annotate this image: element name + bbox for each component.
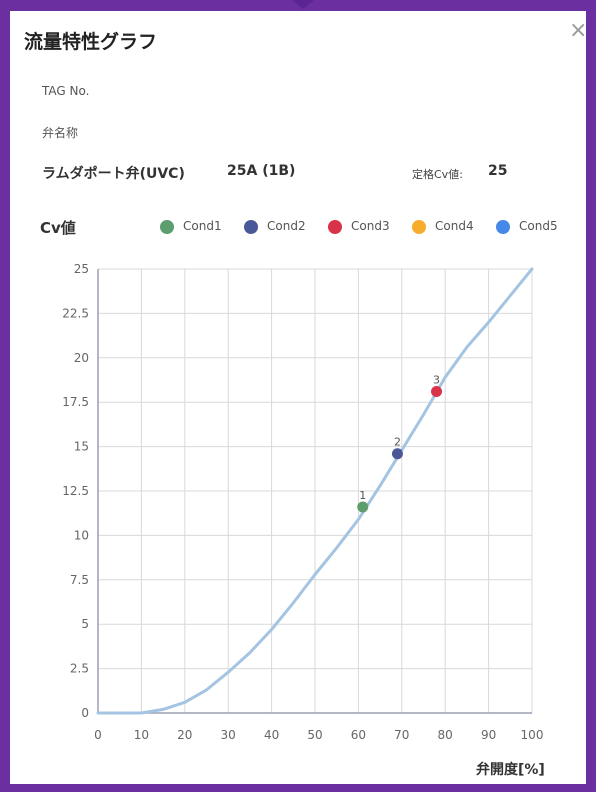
y-tick-label: 17.5 <box>62 395 89 409</box>
y-tick-label: 22.5 <box>62 306 89 320</box>
legend-label: Cond4 <box>435 219 474 233</box>
close-icon[interactable]: × <box>569 18 586 43</box>
y-tick-label: 5 <box>81 617 89 631</box>
valve-size: 25A (1B) <box>227 163 296 179</box>
valve-type: ラムダポート弁(UVC) <box>42 166 185 182</box>
valve-name-label: 弁名称 <box>42 126 79 140</box>
x-tick-label: 30 <box>221 728 236 742</box>
x-tick-label: 90 <box>481 728 496 742</box>
flow-characteristic-dialog: 流量特性グラフ × TAG No. 弁名称 ラムダポート弁(UVC) 25A (… <box>10 11 586 784</box>
dialog-title: 流量特性グラフ <box>24 31 158 53</box>
dialog-pointer <box>292 0 314 9</box>
rated-cv-label: 定格Cv値: <box>412 168 463 181</box>
x-tick-label: 0 <box>94 728 102 742</box>
x-tick-label: 100 <box>521 728 544 742</box>
x-tick-label: 50 <box>307 728 322 742</box>
legend-dot-icon <box>412 220 426 234</box>
legend-label: Cond2 <box>267 219 306 233</box>
x-tick-label: 40 <box>264 728 279 742</box>
condition-point-label: 1 <box>359 489 366 502</box>
y-tick-label: 0 <box>81 706 89 720</box>
condition-point-label: 2 <box>394 436 401 449</box>
y-tick-label: 15 <box>74 440 89 454</box>
x-tick-label: 70 <box>394 728 409 742</box>
legend-dot-icon <box>496 220 510 234</box>
y-tick-label: 2.5 <box>70 662 89 676</box>
condition-point-3 <box>431 386 443 398</box>
tag-no-label: TAG No. <box>42 84 90 98</box>
legend-label: Cond5 <box>519 219 558 233</box>
x-axis-label: 弁開度[%] <box>476 762 545 778</box>
rated-cv-value: 25 <box>488 163 508 179</box>
x-tick-label: 10 <box>134 728 149 742</box>
y-tick-label: 25 <box>74 262 89 276</box>
y-tick-label: 10 <box>74 528 89 542</box>
condition-point-2 <box>391 448 403 460</box>
legend-label: Cond3 <box>351 219 390 233</box>
legend-label: Cond1 <box>183 219 222 233</box>
x-tick-label: 60 <box>351 728 366 742</box>
condition-point-label: 3 <box>433 374 440 387</box>
x-tick-label: 20 <box>177 728 192 742</box>
cv-curve-line <box>96 267 534 715</box>
flow-chart: 0 10 20 30 40 50 60 70 80 90 100 0 2.5 5 7.5 10 12.5 15 17… <box>62 262 544 742</box>
x-tick-label: 80 <box>438 728 453 742</box>
y-axis-label: Cv値 <box>40 219 76 237</box>
y-tick-label: 12.5 <box>62 484 89 498</box>
y-tick-label: 7.5 <box>70 573 89 587</box>
legend-dot-icon <box>244 220 258 234</box>
legend-dot-icon <box>328 220 342 234</box>
legend-dot-icon <box>160 220 174 234</box>
condition-point-1 <box>357 501 369 513</box>
y-tick-label: 20 <box>74 351 89 365</box>
